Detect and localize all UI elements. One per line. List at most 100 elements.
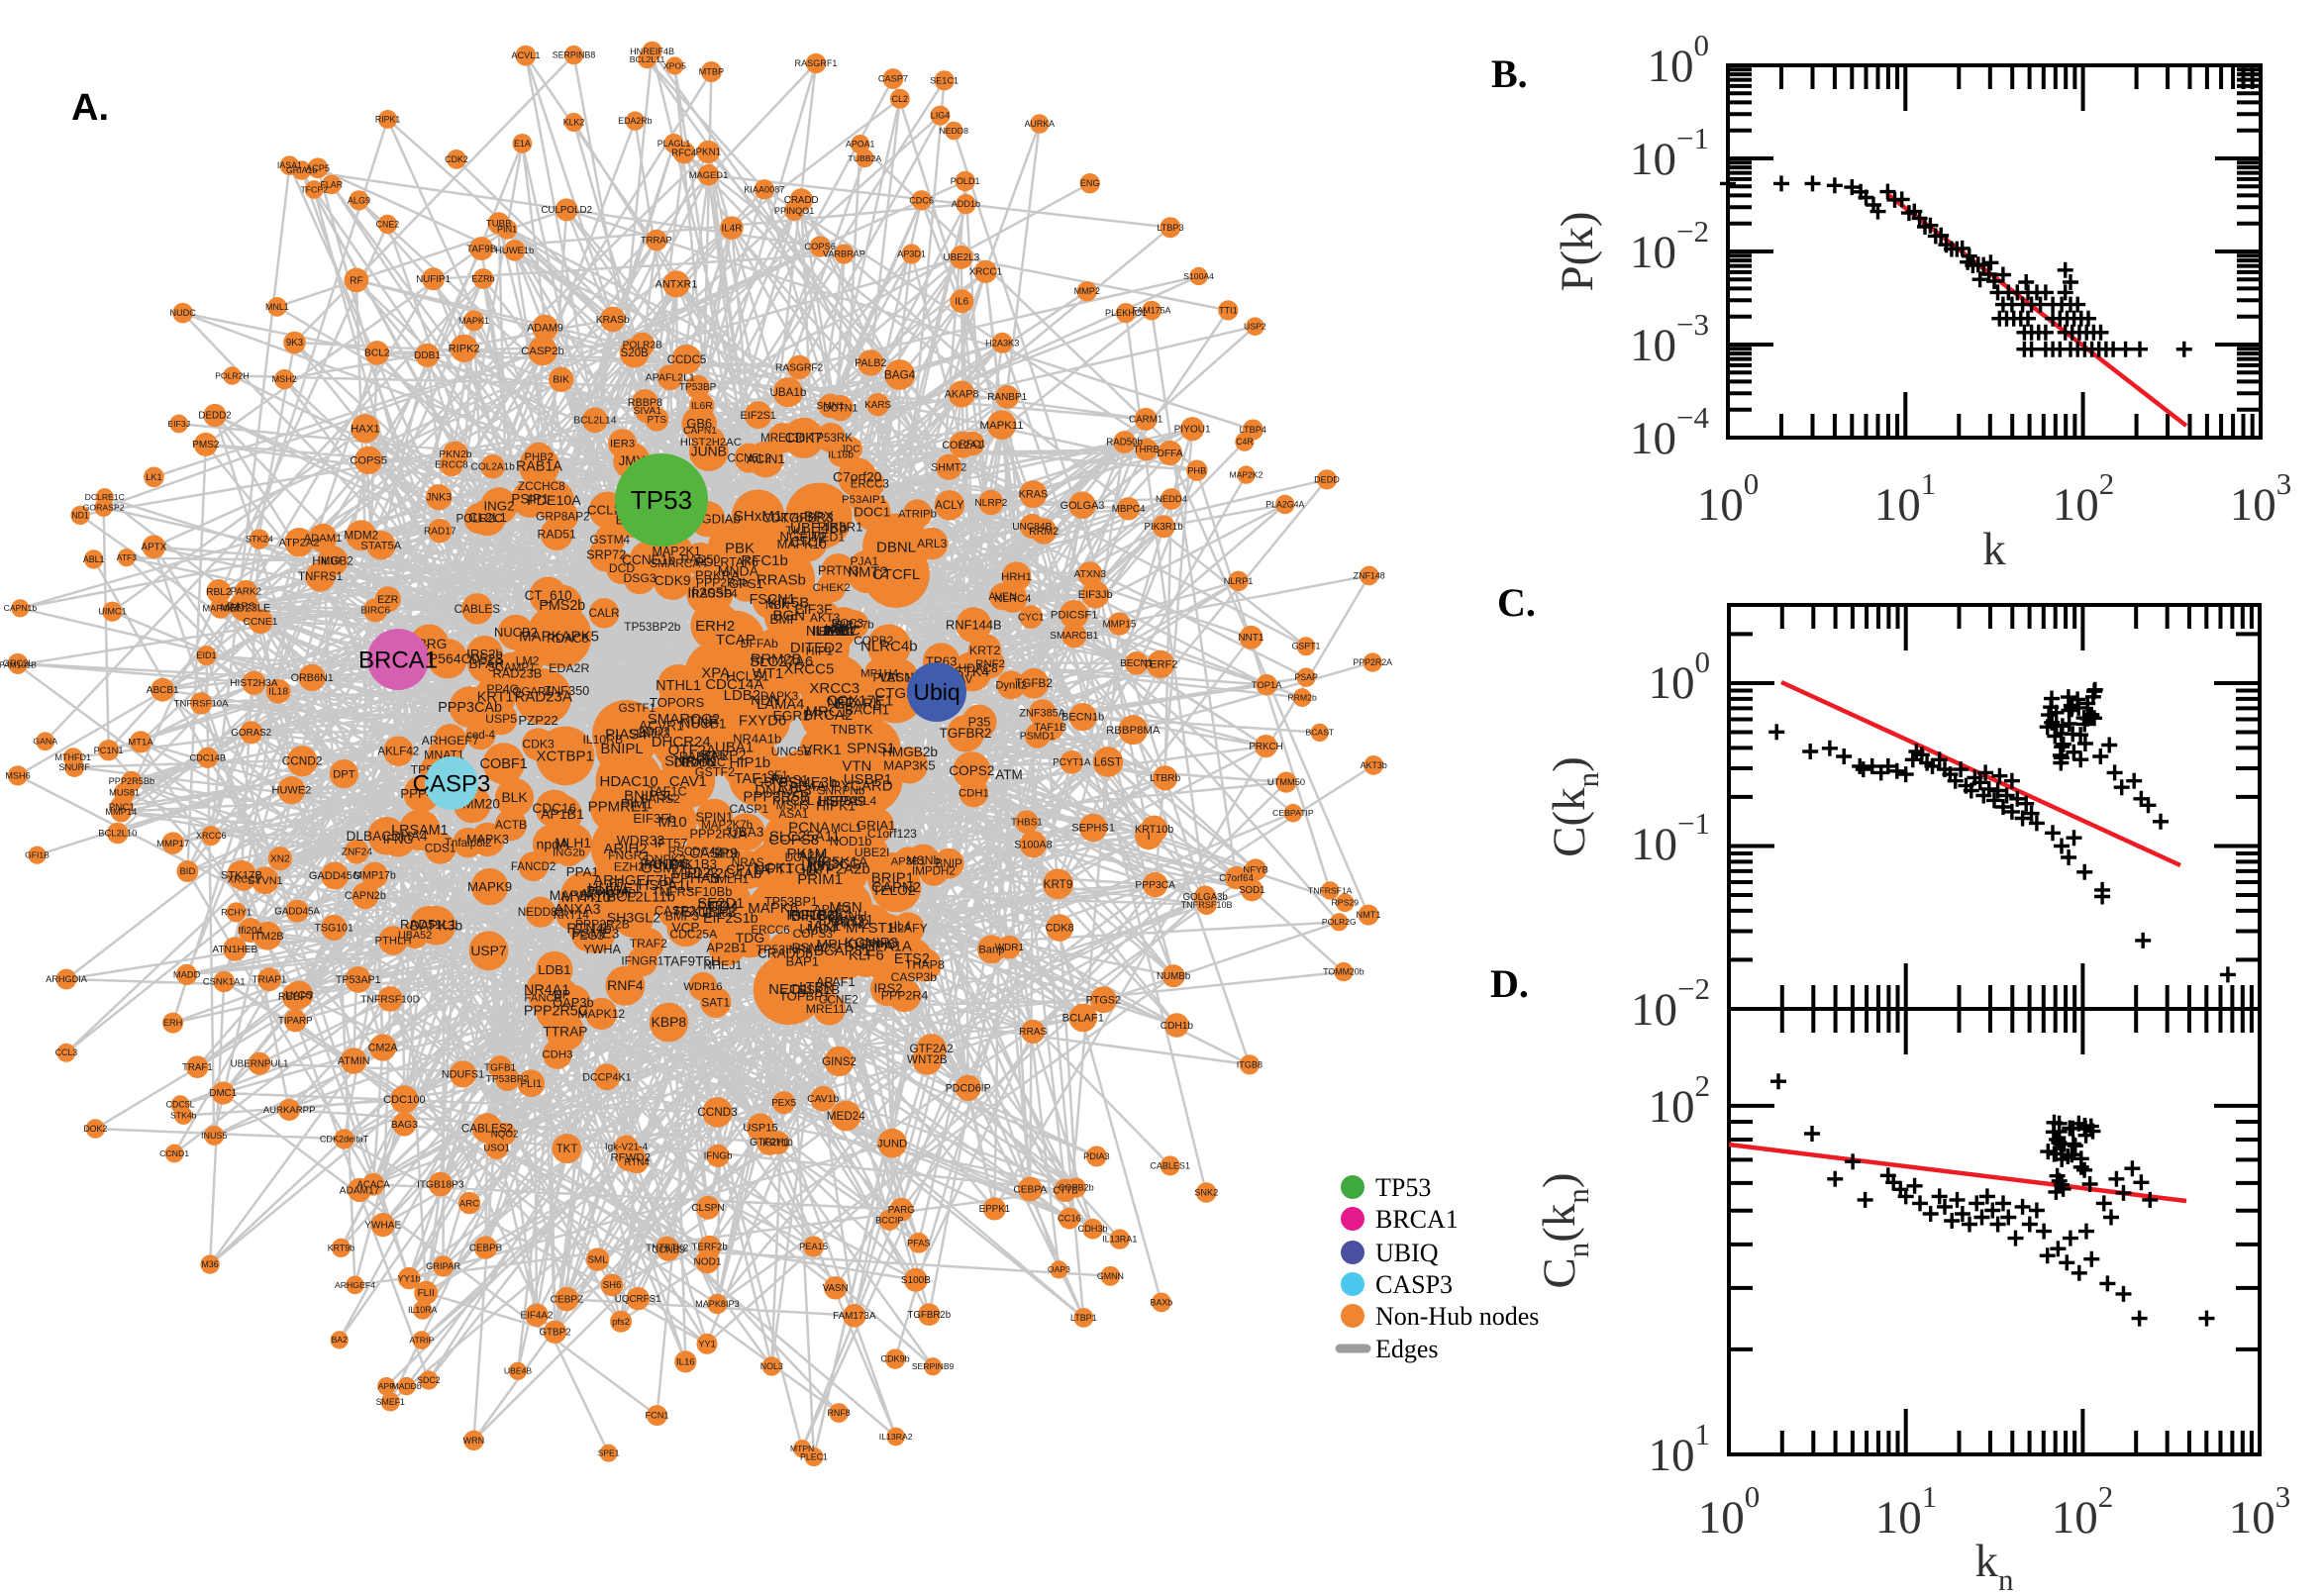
svg-text:FANCD2: FANCD2	[511, 861, 556, 873]
svg-text:MAP4K4: MAP4K4	[202, 603, 239, 613]
svg-text:AKAP8: AKAP8	[945, 389, 979, 401]
svg-text:IL18: IL18	[268, 687, 288, 698]
svg-text:Ubiq: Ubiq	[913, 679, 960, 705]
svg-text:COPB2: COPB2	[854, 634, 893, 648]
svg-text:C4R: C4R	[1236, 437, 1254, 447]
svg-text:MBPC4: MBPC4	[1112, 504, 1146, 515]
svg-text:RNF8: RNF8	[828, 1408, 851, 1418]
svg-text:WDR1: WDR1	[995, 943, 1025, 953]
svg-text:JAK1: JAK1	[805, 918, 841, 935]
svg-text:CCN5L2: CCN5L2	[728, 452, 771, 464]
svg-text:BAG4: BAG4	[884, 368, 916, 381]
svg-text:TK1: TK1	[785, 524, 808, 538]
svg-text:TP53AP1: TP53AP1	[336, 974, 381, 986]
svg-text:MED24: MED24	[827, 1110, 865, 1123]
svg-text:SMN1: SMN1	[816, 401, 845, 412]
svg-text:BCL2L14: BCL2L14	[573, 416, 617, 427]
svg-text:TAF1A: TAF1A	[734, 770, 779, 787]
svg-text:EIF3J: EIF3J	[167, 419, 190, 429]
svg-text:ABL1: ABL1	[83, 554, 105, 564]
svg-text:HRK: HRK	[825, 622, 851, 636]
svg-text:MAPK11: MAPK11	[980, 420, 1024, 432]
svg-text:ERCC6: ERCC6	[751, 924, 789, 937]
svg-text:S20B: S20B	[621, 348, 649, 359]
svg-text:HMGB2b: HMGB2b	[882, 745, 938, 759]
svg-text:ATRIPb: ATRIPb	[898, 509, 937, 521]
svg-text:UIMC1: UIMC1	[98, 607, 126, 617]
svg-text:Dynlt2: Dynlt2	[995, 680, 1027, 692]
svg-text:ANTXR1: ANTXR1	[656, 278, 698, 290]
svg-text:PLEKHO1: PLEKHO1	[1105, 308, 1147, 318]
svg-text:RAD51L1: RAD51L1	[400, 917, 456, 932]
svg-text:TEX11: TEX11	[673, 904, 715, 920]
svg-text:PKN1: PKN1	[696, 148, 722, 158]
svg-text:HNREIF4B: HNREIF4B	[630, 47, 674, 56]
svg-text:RAB1A: RAB1A	[516, 459, 562, 475]
svg-text:FNGR2: FNGR2	[608, 848, 649, 862]
svg-text:DBF4: DBF4	[698, 899, 730, 913]
svg-text:BRCA2: BRCA2	[803, 707, 853, 724]
svg-text:NLRC4: NLRC4	[994, 593, 1031, 605]
svg-text:APAF1: APAF1	[816, 974, 856, 989]
svg-text:SL4: SL4	[855, 794, 876, 808]
svg-text:KLF6: KLF6	[849, 947, 884, 963]
svg-text:DCN: DCN	[785, 850, 811, 864]
svg-text:COPS5: COPS5	[350, 455, 387, 467]
svg-text:PIK3R1b: PIK3R1b	[1144, 522, 1183, 533]
svg-text:NCK1: NCK1	[754, 859, 793, 876]
svg-text:BMP3: BMP3	[665, 909, 699, 923]
svg-text:BIRC7: BIRC7	[819, 624, 858, 639]
svg-text:LDB1: LDB1	[538, 962, 570, 977]
svg-text:FANCE: FANCE	[524, 992, 561, 1004]
svg-text:ALG9: ALG9	[348, 195, 370, 205]
svg-text:CEBPZ: CEBPZ	[551, 1294, 584, 1305]
svg-text:HIPK1: HIPK1	[816, 799, 856, 814]
svg-text:MAP2K7b: MAP2K7b	[701, 820, 753, 832]
svg-text:FAM173A: FAM173A	[833, 1311, 876, 1322]
svg-text:GSTF1: GSTF1	[619, 702, 656, 715]
svg-text:Banp: Banp	[978, 944, 1004, 955]
svg-text:WNT2B: WNT2B	[907, 1053, 948, 1066]
svg-text:NLRP2: NLRP2	[974, 498, 1007, 509]
svg-text:DOK2: DOK2	[83, 1124, 107, 1134]
svg-text:GANA: GANA	[33, 737, 57, 747]
svg-text:MP1H4: MP1H4	[860, 667, 898, 679]
svg-text:LIG1: LIG1	[801, 858, 834, 875]
svg-text:PLA2G4Ab: PLA2G4Ab	[687, 865, 761, 882]
svg-text:LTBR: LTBR	[799, 979, 833, 994]
svg-text:DEDDb: DEDDb	[674, 756, 715, 770]
svg-text:COL2A1: COL2A1	[942, 440, 982, 451]
svg-text:PSIP1: PSIP1	[511, 492, 549, 507]
svg-text:HIST2H2AC: HIST2H2AC	[680, 437, 742, 449]
svg-text:CARM1: CARM1	[1129, 415, 1162, 426]
svg-text:TNFRSF10D: TNFRSF10D	[360, 994, 420, 1005]
svg-text:CDH3b: CDH3b	[1078, 1224, 1108, 1234]
svg-text:BGN: BGN	[773, 608, 806, 625]
svg-text:TRAF2: TRAF2	[630, 937, 667, 950]
svg-text:PPP2R5Bb: PPP2R5Bb	[109, 776, 154, 786]
svg-text:E1A: E1A	[514, 139, 531, 149]
svg-text:COPS3: COPS3	[793, 927, 834, 941]
svg-text:RBBP7: RBBP7	[278, 991, 314, 1003]
svg-text:LTBP3: LTBP3	[1157, 223, 1183, 233]
svg-text:CC16: CC16	[1058, 1213, 1081, 1224]
svg-text:TAF1B: TAF1B	[1034, 722, 1066, 734]
svg-text:TAF1C: TAF1C	[648, 783, 687, 798]
svg-text:MSN: MSN	[829, 899, 861, 916]
svg-text:PMS2: PMS2	[192, 440, 220, 450]
svg-text:MED22: MED22	[672, 865, 718, 880]
svg-text:SMEF1: SMEF1	[376, 1397, 405, 1407]
svg-text:CTCF: CTCF	[790, 535, 827, 549]
svg-text:MAPK10: MAPK10	[777, 538, 827, 551]
svg-text:PPP2R5B: PPP2R5B	[743, 789, 810, 806]
svg-text:NUCB2: NUCB2	[494, 625, 538, 640]
svg-text:SYVN1: SYVN1	[248, 875, 283, 887]
svg-text:PPP2R1A: PPP2R1A	[689, 827, 747, 842]
svg-text:EPHA3: EPHA3	[670, 870, 719, 887]
svg-text:BACH1: BACH1	[845, 702, 889, 717]
svg-text:BID: BID	[179, 866, 195, 877]
svg-text:DLBACDHA4: DLBACDHA4	[347, 829, 429, 844]
svg-text:ATXN3: ATXN3	[1074, 569, 1107, 580]
svg-text:DCLRE1C: DCLRE1C	[85, 492, 125, 502]
svg-text:BIRC7b: BIRC7b	[835, 620, 873, 632]
